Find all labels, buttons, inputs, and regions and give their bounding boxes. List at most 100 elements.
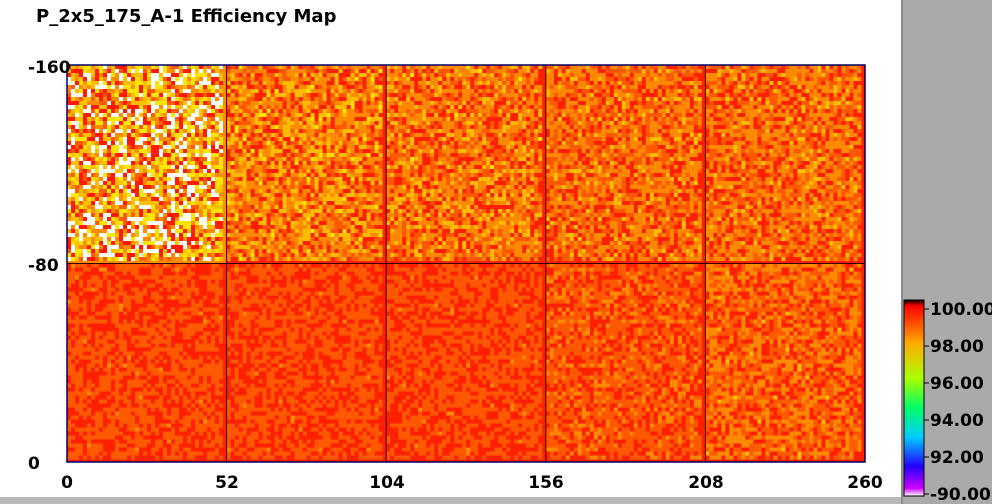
heatmap-cell: [207, 89, 211, 93]
heatmap-cell: [462, 101, 467, 105]
heatmap-cell: [135, 129, 139, 133]
heatmap-cell: [230, 217, 235, 221]
heatmap-cell: [310, 253, 315, 257]
heatmap-cell: [211, 69, 215, 73]
heatmap-cell: [318, 197, 323, 201]
heatmap-cell: [434, 169, 439, 173]
heatmap-cell: [310, 173, 315, 177]
heatmap-cell: [67, 213, 71, 217]
heatmap-cell: [318, 137, 323, 141]
heatmap-cell: [95, 197, 99, 201]
heatmap-cell: [506, 253, 511, 257]
heatmap-cell: [107, 181, 111, 185]
heatmap-cell: [262, 153, 267, 157]
heatmap-cell: [346, 201, 351, 205]
heatmap-cell: [466, 77, 471, 81]
heatmap-cell: [143, 173, 147, 177]
heatmap-cell: [139, 193, 143, 197]
heatmap-cell: [266, 97, 271, 101]
heatmap-cell: [426, 73, 431, 77]
heatmap-cell: [426, 121, 431, 125]
heatmap-cell: [522, 257, 527, 261]
heatmap-cell: [242, 237, 247, 241]
heatmap-cell: [127, 81, 131, 85]
heatmap-cell: [514, 93, 519, 97]
heatmap-cell: [234, 105, 239, 109]
heatmap-cell: [378, 109, 383, 113]
heatmap-cell: [530, 177, 535, 181]
heatmap-cell: [67, 149, 71, 153]
heatmap-cell: [370, 89, 375, 93]
heatmap-cell: [159, 257, 163, 261]
heatmap-cell: [510, 221, 515, 225]
heatmap-cell: [326, 85, 331, 89]
heatmap-cell: [230, 253, 235, 257]
heatmap-cell: [71, 257, 75, 261]
heatmap-cell: [418, 145, 423, 149]
heatmap-cell: [131, 253, 135, 257]
heatmap-cell: [418, 93, 423, 97]
heatmap-cell: [79, 65, 83, 69]
heatmap-cell: [183, 157, 187, 161]
heatmap-cell: [171, 249, 175, 253]
heatmap-cell: [430, 85, 435, 89]
heatmap-cell: [394, 129, 399, 133]
heatmap-cell: [494, 197, 499, 201]
heatmap-cell: [506, 105, 511, 109]
heatmap-cell: [139, 105, 143, 109]
heatmap-cell: [83, 101, 87, 105]
heatmap-cell: [254, 185, 259, 189]
heatmap-cell: [510, 109, 515, 113]
heatmap-cell: [506, 65, 511, 69]
heatmap-cell: [422, 73, 427, 77]
heatmap-cell: [151, 253, 155, 257]
heatmap-cell: [294, 237, 299, 241]
heatmap-cell: [199, 169, 203, 173]
heatmap-cell: [418, 109, 423, 113]
heatmap-cell: [270, 197, 275, 201]
heatmap-cell: [230, 177, 235, 181]
heatmap-cell: [175, 209, 179, 213]
heatmap-cell: [378, 133, 383, 137]
heatmap-cell: [171, 133, 175, 137]
heatmap-cell: [107, 249, 111, 253]
heatmap-cell: [258, 201, 263, 205]
heatmap-cell: [262, 213, 267, 217]
heatmap-cell: [111, 169, 115, 173]
heatmap-cell: [274, 173, 279, 177]
heatmap-cell: [75, 217, 79, 221]
heatmap-cell: [506, 181, 511, 185]
heatmap-cell: [286, 105, 291, 109]
heatmap-cell: [195, 73, 199, 77]
heatmap-cell: [191, 253, 195, 257]
heatmap-cell: [250, 229, 255, 233]
heatmap-cell: [286, 209, 291, 213]
heatmap-cell: [322, 165, 327, 169]
heatmap-cell: [67, 113, 71, 117]
heatmap-cell: [402, 217, 407, 221]
heatmap-cell: [67, 241, 71, 245]
heatmap-cell: [207, 133, 211, 137]
heatmap-cell: [390, 109, 395, 113]
heatmap-cell: [474, 169, 479, 173]
heatmap-cell: [191, 157, 195, 161]
heatmap-cell: [514, 253, 519, 257]
heatmap-cell: [394, 245, 399, 249]
heatmap-cell: [350, 193, 355, 197]
heatmap-cell: [450, 225, 455, 229]
heatmap-cell: [119, 213, 123, 217]
heatmap-cell: [526, 69, 531, 73]
heatmap-cell: [195, 165, 199, 169]
heatmap-cell: [75, 145, 79, 149]
heatmap-cell: [135, 173, 139, 177]
heatmap-cell: [123, 201, 127, 205]
heatmap-cell: [538, 213, 543, 217]
heatmap-cell: [530, 149, 535, 153]
heatmap-cell: [478, 225, 483, 229]
heatmap-cell: [250, 125, 255, 129]
heatmap-cell: [314, 249, 319, 253]
heatmap-cell: [422, 197, 427, 201]
heatmap-cell: [534, 181, 539, 185]
heatmap-cell: [318, 77, 323, 81]
heatmap-cell: [298, 93, 303, 97]
